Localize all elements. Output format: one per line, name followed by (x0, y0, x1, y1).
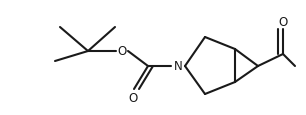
Text: N: N (174, 60, 182, 73)
Text: O: O (278, 15, 288, 28)
Text: O: O (118, 45, 127, 58)
Text: O: O (129, 92, 138, 105)
